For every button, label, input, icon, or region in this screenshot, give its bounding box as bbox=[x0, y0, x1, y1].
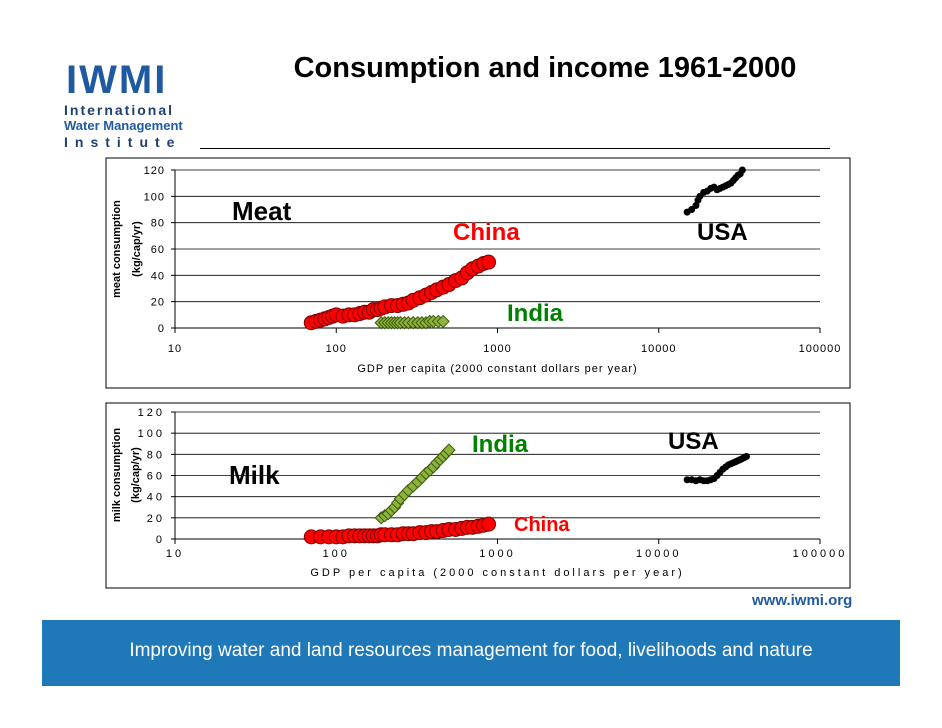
x-tick-label: 1000 bbox=[479, 548, 515, 560]
logo-line-2: Water Management bbox=[64, 118, 183, 133]
y-axis-label: milk consumption bbox=[111, 428, 123, 522]
series-india bbox=[374, 443, 456, 525]
logo-acronym: IWMI bbox=[66, 58, 168, 102]
footer-tagline: Improving water and land resources manag… bbox=[129, 640, 813, 661]
data-point-china bbox=[481, 254, 497, 270]
footer-banner: Improving water and land resources manag… bbox=[42, 620, 900, 686]
x-tick-label: 1000 bbox=[483, 343, 511, 355]
series-line-usa bbox=[686, 169, 744, 213]
y-axis-label: meat consumption bbox=[111, 200, 123, 298]
series-usa bbox=[683, 166, 746, 216]
x-tick-label: 100 bbox=[323, 548, 350, 560]
y-axis-units: (kg/cap/yr) bbox=[131, 221, 143, 277]
y-tick-label: 20 bbox=[147, 513, 165, 525]
y-tick-label: 40 bbox=[147, 492, 165, 504]
x-tick-label: 10 bbox=[168, 343, 182, 355]
chart-frame bbox=[105, 402, 851, 589]
y-tick-label: 60 bbox=[151, 244, 165, 256]
y-tick-label: 100 bbox=[144, 191, 165, 203]
annotation-india: India bbox=[507, 300, 564, 327]
series-line-usa bbox=[687, 455, 747, 482]
title-divider bbox=[200, 148, 830, 149]
y-tick-label: 40 bbox=[151, 270, 165, 282]
y-tick-label: 120 bbox=[144, 165, 165, 177]
annotation-usa: USA bbox=[668, 428, 719, 455]
x-tick-label: 100000 bbox=[799, 343, 842, 355]
annotation-meat: Meat bbox=[232, 196, 292, 226]
y-axis-units: (kg/cap/yr) bbox=[130, 447, 142, 503]
x-tick-label: 10000 bbox=[641, 343, 677, 355]
website-link[interactable]: www.iwmi.org bbox=[752, 592, 853, 609]
data-point-india bbox=[442, 443, 456, 457]
x-axis-label: GDP per capita (2000 constant dollars pe… bbox=[357, 363, 637, 375]
chart-frame bbox=[105, 157, 851, 389]
y-tick-label: 20 bbox=[151, 297, 165, 309]
y-tick-label: 0 bbox=[156, 534, 165, 546]
chart-meat: 0 20 40 60 80 100 120 10 100 1000 10000 100000 GDP p… bbox=[105, 157, 851, 389]
x-tick-label: 100 bbox=[326, 343, 347, 355]
y-tick-label: 60 bbox=[147, 471, 165, 483]
y-tick-label: 120 bbox=[138, 407, 165, 419]
y-tick-label: 0 bbox=[158, 323, 165, 335]
chart-milk: 0 20 40 60 80 100 120 10 100 1000 10000 100000 GDP p… bbox=[105, 402, 851, 589]
annotation-china: China bbox=[514, 514, 570, 536]
iwmi-logo: IWMI International Water Management Inst… bbox=[60, 58, 190, 150]
y-tick-label: 80 bbox=[151, 218, 165, 230]
x-tick-label: 10 bbox=[166, 548, 184, 560]
y-tick-label: 100 bbox=[138, 428, 165, 440]
series-china bbox=[303, 254, 497, 331]
series-china bbox=[303, 516, 497, 545]
logo-line-3: Institute bbox=[64, 134, 182, 150]
annotation-usa: USA bbox=[697, 219, 748, 246]
slide-title: Consumption and income 1961-2000 bbox=[293, 52, 797, 84]
annotation-india: India bbox=[472, 431, 529, 458]
y-tick-label: 80 bbox=[147, 449, 165, 461]
annotation-china: China bbox=[453, 219, 520, 246]
x-tick-label: 100000 bbox=[793, 548, 848, 560]
x-axis-label: GDP per capita (2000 constant dollars pe… bbox=[310, 567, 684, 579]
data-point-india bbox=[436, 314, 450, 329]
logo-line-1: International bbox=[64, 102, 175, 118]
annotation-milk: Milk bbox=[229, 460, 280, 490]
series-india bbox=[374, 314, 450, 330]
data-point-china bbox=[481, 516, 497, 532]
series-usa bbox=[683, 452, 750, 485]
x-tick-label: 10000 bbox=[636, 548, 682, 560]
